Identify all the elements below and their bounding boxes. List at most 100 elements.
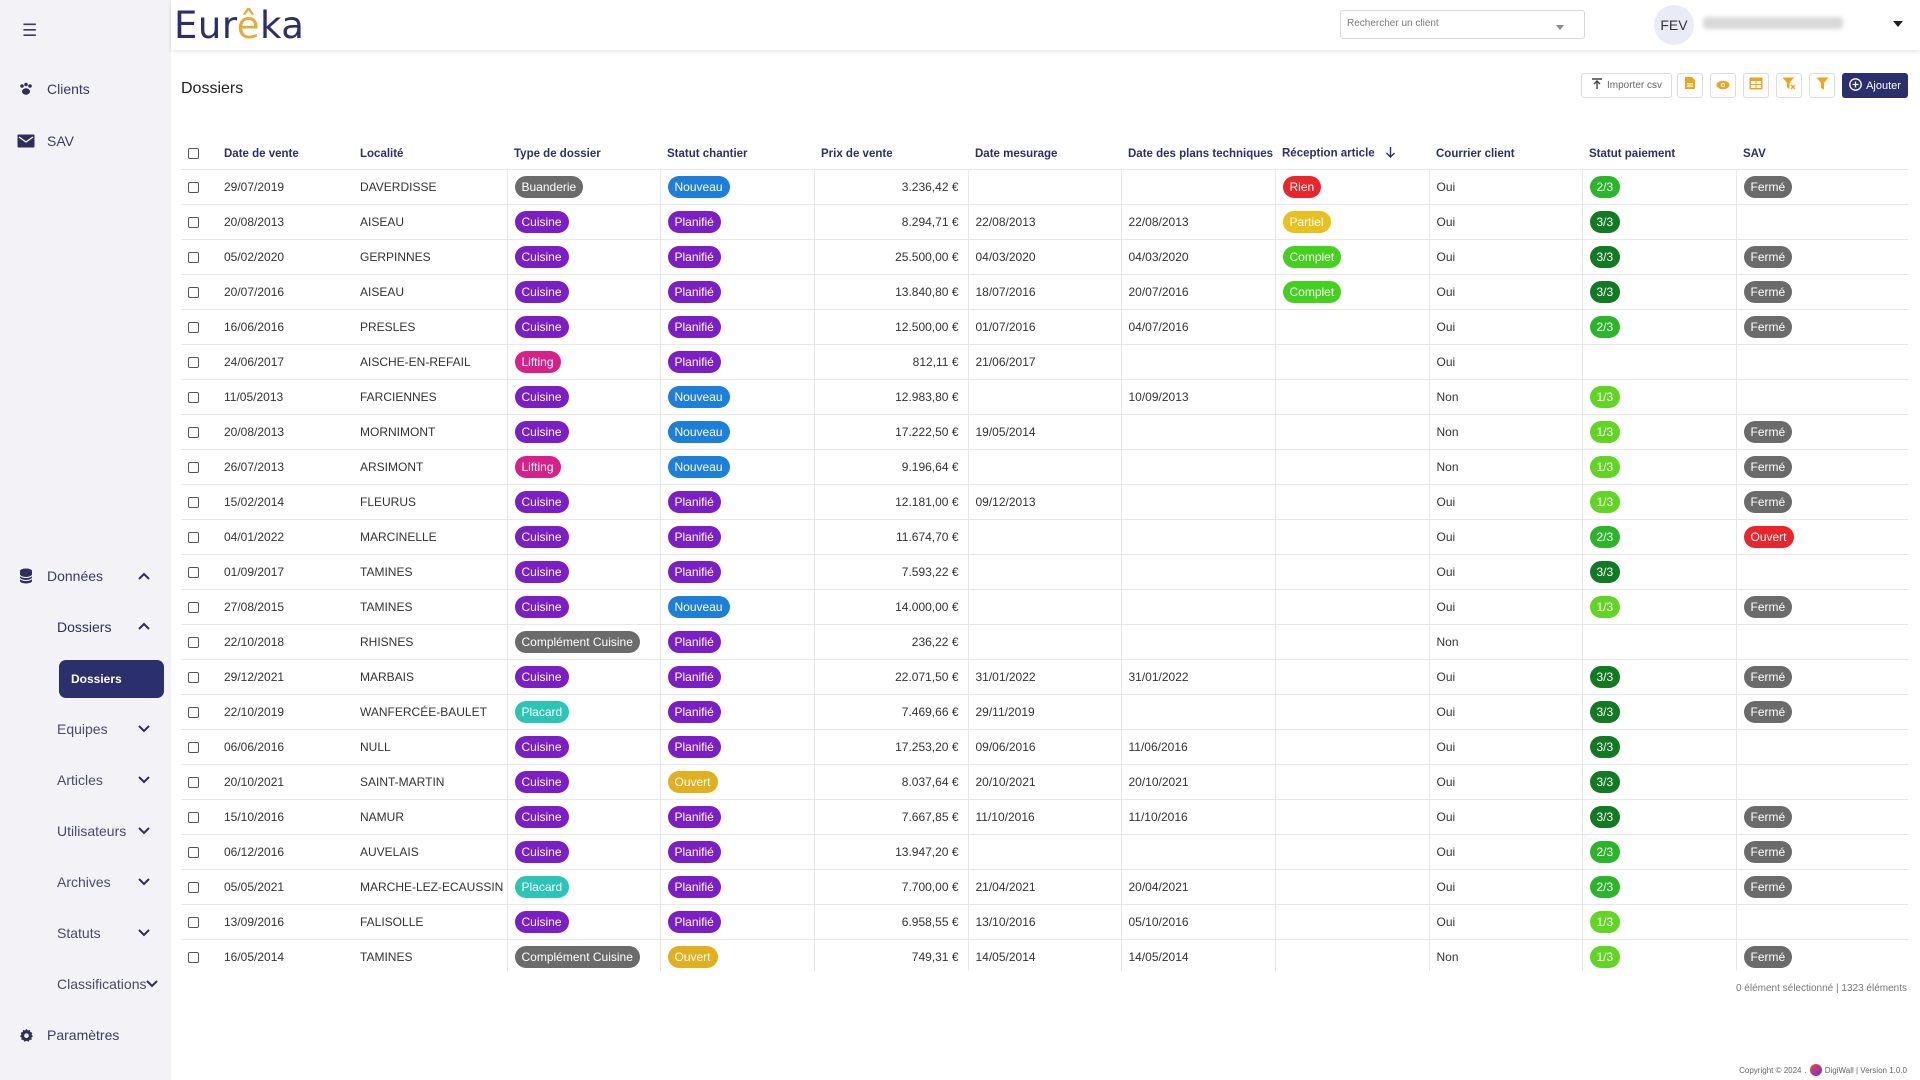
client-search-select[interactable]: Rechercher un client (1340, 10, 1585, 39)
row-checkbox[interactable] (188, 636, 199, 648)
row-checkbox[interactable] (188, 881, 199, 893)
row-checkbox[interactable] (188, 356, 199, 368)
gear-icon (17, 1026, 35, 1044)
view-button[interactable] (1710, 73, 1736, 98)
row-checkbox[interactable] (188, 811, 199, 823)
table-row[interactable]: 22/10/2019 WANFERCÉE-BAULET Placard Planifi… (181, 693, 1908, 729)
row-checkbox[interactable] (188, 601, 199, 613)
row-checkbox[interactable] (188, 776, 199, 788)
sidebar-item-sav[interactable]: SAV (0, 126, 171, 156)
sidebar-item-equipes[interactable]: Equipes (0, 714, 171, 744)
paie-badge: 2/3 (1589, 175, 1621, 198)
row-checkbox[interactable] (188, 251, 199, 263)
row-checkbox[interactable] (188, 916, 199, 928)
cell-statut: Planifié (659, 798, 814, 834)
import-csv-button[interactable]: Importer csv (1581, 73, 1672, 98)
row-checkbox[interactable] (188, 706, 199, 718)
table-row[interactable]: 04/01/2022 MARCINELLE Cuisine Planifié 11.67… (181, 518, 1908, 554)
row-checkbox[interactable] (188, 461, 199, 473)
type-badge: Cuisine (514, 385, 569, 408)
table-row[interactable]: 05/02/2020 GERPINNES Cuisine Planifié 25.500… (181, 238, 1908, 274)
sav-badge: Fermé (1743, 455, 1793, 478)
row-checkbox[interactable] (188, 531, 199, 543)
table-row[interactable]: 22/10/2018 RHISNES Complément Cuisine Plani… (181, 623, 1908, 659)
column-header[interactable]: Type de dossier (514, 147, 601, 160)
row-checkbox[interactable] (188, 566, 199, 578)
table-row[interactable]: 20/08/2013 MORNIMONT Cuisine Nouveau 17.222,… (181, 413, 1908, 449)
dossiers-table-container[interactable]: Date de vente Localité Type de dossier S… (181, 139, 1908, 971)
row-checkbox[interactable] (188, 321, 199, 333)
table-row[interactable]: 06/12/2016 AUVELAIS Cuisine Planifié 13.947,… (181, 833, 1908, 869)
cell-prix: 13.840,80 € (813, 273, 968, 309)
row-checkbox[interactable] (188, 391, 199, 403)
column-header[interactable]: Localité (360, 147, 404, 160)
table-row[interactable]: 13/09/2016 FALISOLLE Cuisine Planifié 6.958,… (181, 903, 1908, 939)
table-row[interactable]: 05/05/2021 MARCHE-LEZ-ECAUSSIN Placard Plan… (181, 868, 1908, 904)
sidebar-item-parametres[interactable]: Paramètres (0, 1020, 171, 1050)
row-checkbox[interactable] (188, 426, 199, 438)
cell-type: Placard (506, 868, 660, 904)
cell-courrier: Oui (1428, 588, 1582, 624)
cell-courrier: Oui (1428, 518, 1582, 554)
paie-badge: 3/3 (1589, 700, 1621, 723)
column-header[interactable]: Courrier client (1436, 147, 1515, 160)
table-row[interactable]: 29/07/2019 DAVERDISSE Buanderie Nouveau 3.23… (181, 168, 1908, 204)
row-checkbox[interactable] (188, 216, 199, 228)
table-row[interactable]: 27/08/2015 TAMINES Cuisine Nouveau 14.000,00… (181, 588, 1908, 624)
table-row[interactable]: 20/08/2013 AISEAU Cuisine Planifié 8.294,71 … (181, 203, 1908, 239)
row-checkbox[interactable] (188, 952, 199, 964)
table-row[interactable]: 06/06/2016 NULL Cuisine Planifié 17.253,20 €… (181, 728, 1908, 764)
sidebar-item-utilisateurs[interactable]: Utilisateurs (0, 816, 171, 846)
column-header[interactable]: Prix de vente (821, 147, 893, 160)
table-row[interactable]: 16/05/2014 TAMINES Complément Cuisine Ouver… (181, 938, 1908, 971)
column-header[interactable]: Statut chantier (667, 147, 748, 160)
app-logo[interactable]: Eurêka (174, 4, 305, 47)
menu-icon[interactable]: ☰ (22, 21, 38, 40)
table-row[interactable]: 20/07/2016 AISEAU Cuisine Planifié 13.840,80… (181, 273, 1908, 309)
table-row[interactable]: 01/09/2017 TAMINES Cuisine Planifié 7.593,22… (181, 553, 1908, 589)
column-header[interactable]: Date mesurage (975, 147, 1058, 160)
table-row[interactable]: 29/12/2021 MARBAIS Cuisine Planifié 22.071,5… (181, 658, 1908, 694)
table-row[interactable]: 15/10/2016 NAMUR Cuisine Planifié 7.667,85 €… (181, 798, 1908, 834)
cell-statut: Planifié (659, 623, 814, 659)
table-row[interactable]: 24/06/2017 AISCHE-EN-REFAIL Lifting Planifi… (181, 343, 1908, 379)
cell-date: 06/06/2016 (217, 728, 353, 764)
table-row[interactable]: 11/05/2013 FARCIENNES Cuisine Nouveau 12.983… (181, 378, 1908, 414)
paie-badge: 3/3 (1589, 245, 1621, 268)
sidebar-item-classifications[interactable]: Classifications (0, 969, 171, 999)
columns-button[interactable] (1743, 73, 1769, 98)
sidebar-item-clients[interactable]: Clients (0, 74, 171, 104)
row-checkbox[interactable] (188, 671, 199, 683)
row-checkbox[interactable] (188, 496, 199, 508)
row-checkbox[interactable] (188, 286, 199, 298)
row-checkbox[interactable] (188, 181, 199, 193)
sidebar-item-donnees[interactable]: Données (0, 561, 171, 591)
table-row[interactable]: 20/10/2021 SAINT-MARTIN Cuisine Ouvert 8.037… (181, 763, 1908, 799)
clear-filter-button[interactable] (1776, 73, 1802, 98)
column-header[interactable]: Date de vente (224, 147, 299, 160)
column-header[interactable]: Statut paiement (1589, 147, 1676, 160)
sidebar-item-dossiers-active[interactable]: Dossiers (59, 660, 164, 698)
sidebar-item-statuts[interactable]: Statuts (0, 918, 171, 948)
row-checkbox[interactable] (188, 846, 199, 858)
cell-courrier: Non (1428, 378, 1582, 414)
export-pdf-button[interactable] (1677, 73, 1703, 98)
user-menu-caret-icon[interactable] (1893, 21, 1903, 27)
column-header[interactable]: SAV (1743, 147, 1766, 160)
sidebar-item-archives[interactable]: Archives (0, 867, 171, 897)
cell-type: Cuisine (506, 518, 660, 554)
row-checkbox[interactable] (188, 741, 199, 753)
table-row[interactable]: 16/06/2016 PRESLES Cuisine Planifié 12.500,0… (181, 308, 1908, 344)
select-all-checkbox[interactable] (188, 148, 199, 160)
column-header[interactable]: Date des plans techniques (1128, 147, 1274, 160)
statut-badge: Planifié (667, 840, 721, 863)
table-row[interactable]: 15/02/2014 FLEURUS Cuisine Planifié 12.181,0… (181, 483, 1908, 519)
sidebar-item-dossiers-group[interactable]: Dossiers (0, 612, 171, 642)
avatar[interactable]: FEV (1654, 5, 1694, 45)
column-header-sorted[interactable]: Réception article (1275, 139, 1429, 169)
cell-paie: 2/3 (1581, 833, 1736, 869)
sidebar-item-articles[interactable]: Articles (0, 765, 171, 795)
table-row[interactable]: 26/07/2013 ARSIMONT Lifting Nouveau 9.196,64… (181, 448, 1908, 484)
filter-button[interactable] (1809, 73, 1835, 98)
add-button[interactable]: Ajouter (1842, 73, 1908, 98)
